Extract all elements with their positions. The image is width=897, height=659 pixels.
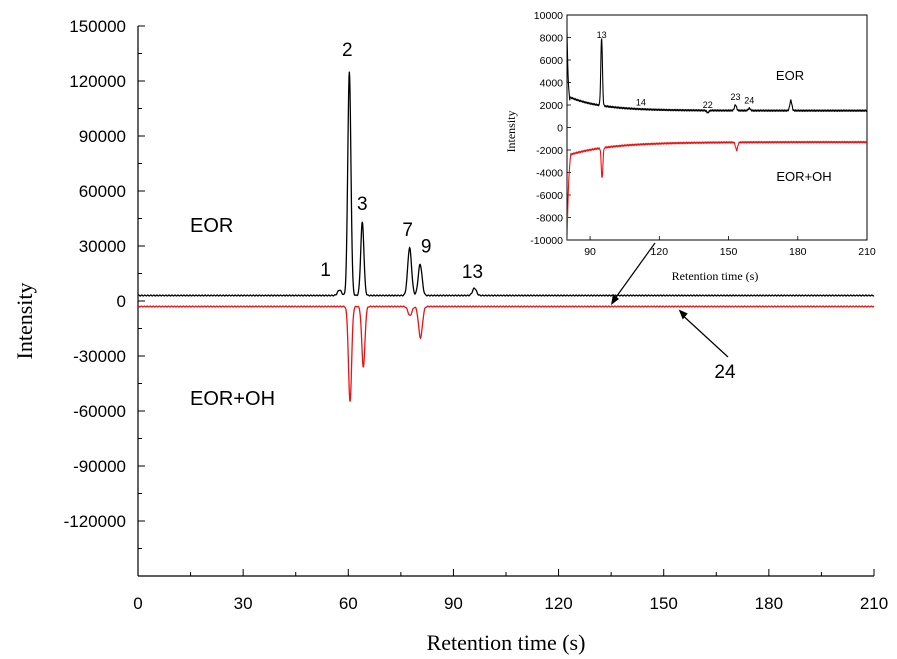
inset-peak-label-23: 23 (730, 92, 740, 102)
inset-y-tick-label: 4000 (540, 78, 564, 90)
inset-x-tick-label: 180 (789, 246, 807, 258)
inset-peak-label-24: 24 (744, 95, 754, 105)
peak-label-3: 3 (357, 194, 368, 215)
y-tick-label: -30000 (73, 347, 126, 366)
inset-series-line-eor (567, 32, 867, 114)
inset-series-label-eor-oh: EOR+OH (776, 169, 831, 184)
x-axis-title: Retention time (s) (427, 630, 586, 655)
series-label-eor-oh: EOR+OH (190, 388, 275, 410)
annotation-label-24: 24 (714, 362, 736, 383)
x-tick-label: 0 (133, 594, 142, 613)
inset-y-tick-label: -10000 (530, 235, 563, 247)
inset-y-tick-label: 0 (557, 123, 563, 135)
annotation-arrowhead-24 (678, 309, 688, 320)
y-tick-label: 150000 (69, 17, 126, 36)
inset-x-tick-label: 90 (584, 246, 596, 258)
inset-callout-arrowhead (611, 294, 619, 305)
inset-x-tick-label: 150 (720, 246, 738, 258)
inset-x-tick-label: 210 (858, 246, 876, 258)
inset-x-axis-title: Retention time (s) (672, 269, 759, 283)
annotation-arrow-24 (681, 314, 729, 358)
y-tick-label: 90000 (79, 127, 126, 146)
inset-y-tick-label: -2000 (536, 145, 563, 157)
inset-callout-arrow (613, 242, 656, 301)
inset-y-tick-label: 8000 (540, 33, 564, 45)
inset-y-tick-label: -8000 (536, 213, 563, 225)
x-tick-label: 180 (755, 594, 783, 613)
y-tick-label: 0 (117, 292, 126, 311)
y-axis-title: Intensity (12, 283, 37, 360)
y-tick-label: -90000 (73, 457, 126, 476)
inset-y-tick-label: 6000 (540, 55, 564, 67)
inset-peak-label-14: 14 (636, 98, 646, 108)
series-line-eor (137, 71, 875, 297)
inset-frame (566, 14, 868, 241)
peak-label-1: 1 (320, 260, 331, 281)
series-label-eor: EOR (190, 215, 233, 237)
peak-label-9: 9 (421, 236, 432, 257)
inset-y-tick-label: 10000 (534, 10, 563, 22)
y-tick-label: 60000 (79, 182, 126, 201)
peak-label-13: 13 (462, 262, 483, 283)
inset-y-tick-label: -6000 (536, 190, 563, 202)
peak-label-2: 2 (342, 40, 353, 61)
x-tick-label: 30 (234, 594, 253, 613)
series-line-eor-oh (137, 305, 875, 402)
x-tick-label: 210 (860, 594, 888, 613)
x-tick-label: 120 (544, 594, 572, 613)
y-tick-label: 30000 (79, 237, 126, 256)
inset-peak-label-13: 13 (597, 30, 607, 40)
inset-peak-label-22: 22 (703, 100, 713, 110)
peak-label-7: 7 (402, 220, 413, 241)
x-tick-label: 90 (444, 594, 463, 613)
y-tick-label: -60000 (73, 402, 126, 421)
y-tick-label: 120000 (69, 72, 126, 91)
inset-y-tick-label: -4000 (536, 168, 563, 180)
x-tick-label: 60 (339, 594, 358, 613)
inset-y-axis-title: Intensity (504, 111, 518, 153)
inset-series-label-eor: EOR (776, 68, 804, 83)
y-tick-label: -120000 (64, 512, 126, 531)
inset-series-line-eor-oh (567, 140, 867, 240)
x-tick-label: 150 (650, 594, 678, 613)
inset-x-tick-label: 120 (651, 246, 669, 258)
inset-y-tick-label: 2000 (540, 100, 564, 112)
